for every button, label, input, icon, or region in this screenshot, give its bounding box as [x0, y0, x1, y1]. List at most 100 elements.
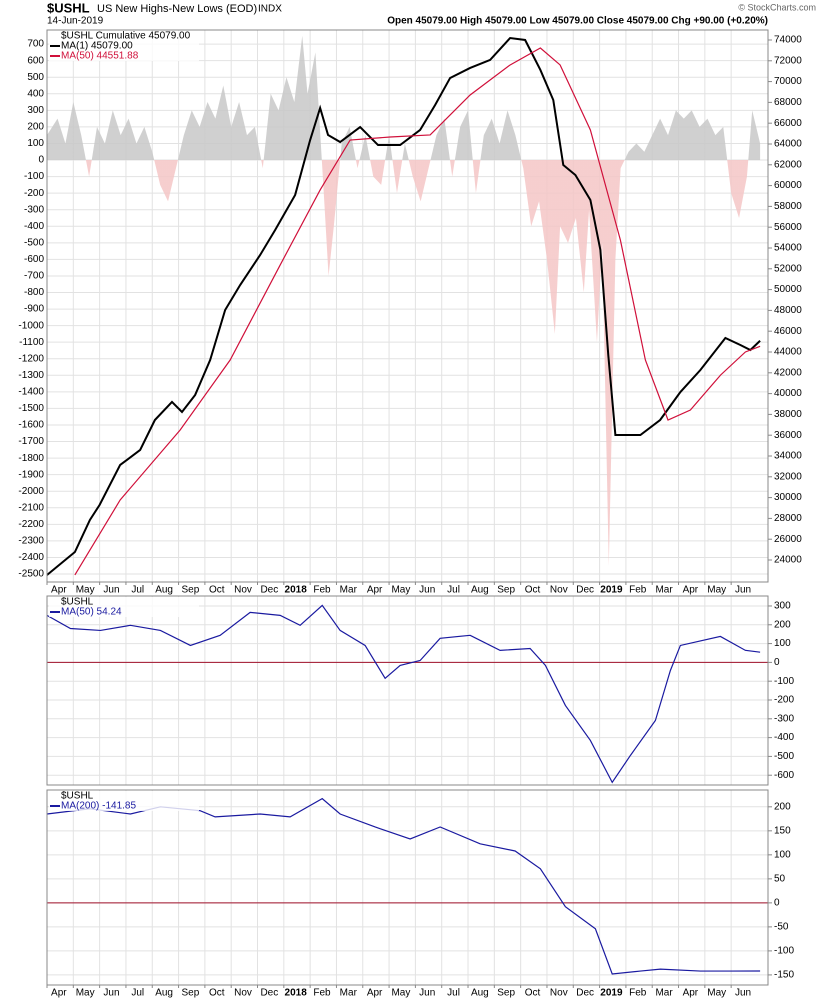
y-tick-label: -1800 — [18, 453, 44, 464]
y-tick-label: -1300 — [18, 370, 44, 381]
y2-tick-label: 66000 — [774, 118, 802, 129]
y2-tick-label: 48000 — [774, 305, 802, 316]
y-tick-label: -2500 — [18, 569, 44, 580]
x-tick-label: Sep — [182, 585, 200, 596]
y-tick-label: -1100 — [19, 337, 44, 348]
legend-bg — [49, 31, 199, 61]
legend-title: $USHL — [61, 791, 94, 802]
y2-tick-label: 44000 — [774, 347, 802, 358]
y2-tick-label: -600 — [774, 770, 794, 781]
x-tick-label: May — [76, 585, 95, 596]
y-tick-label: 500 — [27, 72, 44, 83]
x-tick-label: Dec — [260, 988, 278, 999]
y2-tick-label: 200 — [774, 619, 791, 630]
y2-tick-label: 26000 — [774, 534, 802, 545]
y2-tick-label: -150 — [774, 970, 794, 981]
x-tick-label: Jul — [131, 585, 144, 596]
x-tick-label: Jun — [419, 585, 435, 596]
legend-entry: MA(50) 44551.88 — [61, 51, 139, 62]
y-tick-label: -2000 — [18, 486, 44, 497]
x-tick-label: Mar — [340, 988, 358, 999]
x-tick-label: May — [391, 988, 410, 999]
x-tick-label: Apr — [367, 585, 383, 596]
y2-tick-label: 52000 — [774, 263, 802, 274]
x-tick-label: 2018 — [285, 585, 308, 596]
x-tick-label: 2018 — [285, 988, 308, 999]
y2-tick-label: -500 — [774, 751, 794, 762]
y-tick-label: -200 — [24, 188, 44, 199]
x-tick-label: Mar — [655, 988, 673, 999]
y2-tick-label: 70000 — [774, 76, 802, 87]
panel-frame — [46, 29, 769, 583]
y-tick-label: 200 — [27, 122, 44, 133]
y2-tick-label: 60000 — [774, 180, 802, 191]
legend-entry: MA(200) -141.85 — [61, 801, 136, 812]
chart-title: US New Highs-New Lows (EOD) — [97, 3, 257, 15]
y2-tick-label: 40000 — [774, 388, 802, 399]
y2-tick-label: 30000 — [774, 492, 802, 503]
x-tick-label: Mar — [340, 585, 358, 596]
x-tick-label: Feb — [629, 585, 647, 596]
credit: © StockCharts.com — [738, 2, 816, 12]
x-tick-label: Jun — [735, 988, 751, 999]
x-tick-label: Oct — [525, 585, 541, 596]
x-tick-label: May — [707, 585, 726, 596]
x-tick-label: Apr — [683, 585, 699, 596]
x-tick-label: Nov — [234, 585, 252, 596]
legend-title: $USHL Cumulative 45079.00 — [61, 31, 191, 42]
y2-tick-label: 56000 — [774, 222, 802, 233]
y-tick-label: -300 — [24, 204, 44, 215]
y2-tick-label: -300 — [774, 713, 794, 724]
y-tick-label: -1200 — [18, 353, 44, 364]
x-tick-label: Apr — [683, 988, 699, 999]
x-tick-label: Jul — [131, 988, 144, 999]
y2-tick-label: 68000 — [774, 97, 802, 108]
legend-title: $USHL — [61, 597, 94, 608]
x-tick-label: Feb — [629, 988, 647, 999]
y2-tick-label: 0 — [774, 898, 780, 909]
y2-tick-label: 50000 — [774, 284, 802, 295]
quote: Open 45079.00 High 45079.00 Low 45079.00… — [387, 16, 768, 27]
y2-tick-label: 36000 — [774, 430, 802, 441]
x-tick-label: Jun — [103, 585, 119, 596]
x-tick-label: Apr — [51, 585, 67, 596]
y2-tick-label: 50 — [774, 873, 786, 884]
x-tick-label: Sep — [182, 988, 200, 999]
x-tick-label: Apr — [51, 988, 67, 999]
x-tick-label: Jun — [419, 988, 435, 999]
exchange: INDX — [258, 4, 282, 15]
y2-tick-label: -50 — [774, 922, 789, 933]
y2-tick-label: 150 — [774, 825, 791, 836]
y2-tick-label: 24000 — [774, 555, 802, 566]
symbol: $USHL — [47, 0, 90, 15]
legend-entry: MA(1) 45079.00 — [61, 41, 133, 52]
y-tick-label: -900 — [24, 304, 44, 315]
date: 14-Jun-2019 — [47, 16, 104, 27]
y-tick-label: -2100 — [18, 502, 44, 513]
y-tick-label: -2400 — [18, 552, 44, 563]
x-tick-label: Aug — [471, 585, 489, 596]
x-tick-label: Feb — [313, 585, 331, 596]
x-tick-label: Jun — [735, 585, 751, 596]
y2-tick-label: 64000 — [774, 139, 802, 150]
y-tick-label: 600 — [27, 55, 44, 66]
x-tick-label: May — [707, 988, 726, 999]
x-tick-label: Sep — [497, 988, 515, 999]
y2-tick-label: 46000 — [774, 326, 802, 337]
series-line — [46, 797, 761, 975]
legend-bg — [49, 597, 199, 617]
y-tick-label: -1400 — [18, 387, 44, 398]
x-tick-label: Mar — [655, 585, 673, 596]
panel-frame — [46, 595, 769, 786]
x-tick-label: Oct — [209, 585, 225, 596]
y2-tick-label: 38000 — [774, 409, 802, 420]
y2-tick-label: -100 — [774, 946, 794, 957]
y2-tick-label: 34000 — [774, 451, 802, 462]
x-tick-label: Oct — [209, 988, 225, 999]
y2-tick-label: -400 — [774, 732, 794, 743]
x-tick-label: Jul — [447, 988, 460, 999]
y-tick-label: -1600 — [18, 420, 44, 431]
legend-bg — [49, 791, 199, 811]
series-line — [46, 604, 761, 784]
